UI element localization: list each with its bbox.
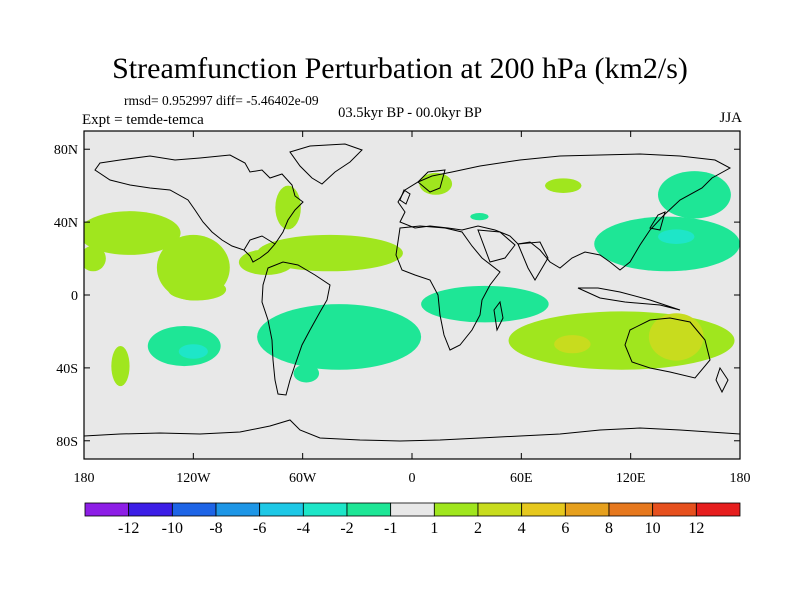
- region-black-sea-negative: [470, 213, 489, 221]
- region-north-pacific-negative: [594, 216, 740, 272]
- coast-japan: [649, 211, 666, 231]
- x-tick-label: 60W: [289, 471, 317, 486]
- period-label: 03.5kyr BP - 00.0kyr BP: [338, 105, 482, 121]
- region-northeast-pacific-negative: [658, 171, 731, 219]
- region-siberia-positive: [545, 178, 582, 193]
- region-north-america-positive: [275, 185, 301, 230]
- coast-new-zealand: [715, 366, 729, 394]
- coast-arabia: [477, 229, 516, 263]
- coast-indonesia: [577, 287, 681, 311]
- anomaly-regions: [84, 171, 740, 387]
- region-japan-core: [658, 229, 695, 244]
- coast-greenland: [289, 143, 363, 185]
- coast-eurasia: [397, 153, 732, 271]
- coast-madagascar: [493, 300, 504, 332]
- coast-scandinavia: [417, 169, 446, 193]
- region-south-atlantic-negative: [257, 304, 422, 370]
- coast-australia: [624, 317, 711, 379]
- coast-africa: [395, 225, 501, 351]
- y-tick-label: 40S: [56, 362, 78, 377]
- chart-title: Streamfunction Perturbation at 200 hPa (…: [112, 52, 688, 85]
- y-tick-label: 80S: [56, 435, 78, 450]
- x-tick-label: 120W: [176, 471, 211, 486]
- region-australia-core: [648, 313, 704, 361]
- region-north-pacific-positive: [84, 211, 181, 255]
- x-tick-label: 60E: [510, 471, 533, 486]
- x-tick-label: 180: [74, 471, 95, 486]
- x-tick-label: 0: [409, 471, 416, 486]
- region-tropical-pacific-positive: [167, 278, 227, 301]
- y-tick-label: 40N: [54, 216, 78, 231]
- season-label: JJA: [719, 110, 742, 126]
- rmsd-diff-label: rmsd= 0.952997 diff= -5.46402e-09: [124, 93, 319, 108]
- coast-british-isles: [399, 189, 411, 205]
- region-southeast-pacific-positive: [111, 346, 130, 387]
- x-tick-label: 120E: [616, 471, 646, 486]
- x-tick-label: 180: [730, 471, 751, 486]
- region-indian-ocean-negative: [421, 285, 549, 323]
- region-south-america-negative: [293, 364, 320, 383]
- region-south-indian-core: [554, 335, 591, 354]
- y-tick-label: 80N: [54, 143, 78, 158]
- axes: 180 120W 60W 0 60E 120E 180 80N 40N 0 40S 80S: [54, 131, 751, 486]
- coast-south-america: [261, 261, 331, 396]
- region-caribbean-positive: [238, 249, 294, 275]
- coast-india: [517, 241, 549, 281]
- y-tick-label: 0: [71, 289, 78, 304]
- coastlines: [84, 143, 740, 442]
- coast-gulf-of-mexico: [243, 235, 276, 251]
- region-hawaii-positive: [84, 245, 106, 272]
- experiment-label: Expt = temde-temca: [82, 112, 204, 128]
- region-south-pacific-core: [178, 344, 208, 359]
- coast-antarctica: [84, 419, 740, 442]
